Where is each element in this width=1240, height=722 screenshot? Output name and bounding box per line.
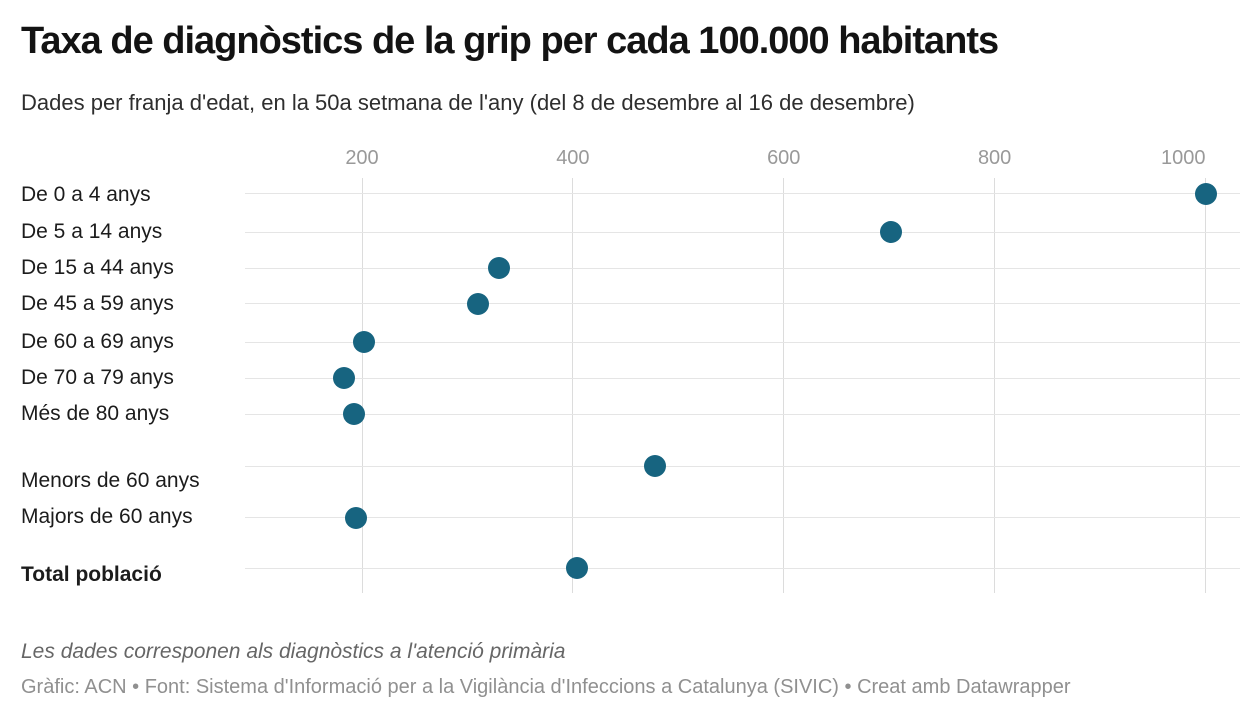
- chart-title: Taxa de diagnòstics de la grip per cada …: [21, 20, 999, 62]
- data-point-dot[interactable]: [353, 331, 376, 353]
- chart-note: Les dades corresponen als diagnòstics a …: [21, 640, 566, 663]
- data-point-dot[interactable]: [466, 292, 489, 315]
- row-gridline: [245, 267, 1240, 269]
- category-label: Majors de 60 anys: [21, 505, 193, 529]
- x-axis-tick-label: 800: [977, 147, 1012, 169]
- category-label: De 5 a 14 anys: [21, 220, 163, 243]
- row-gridline: [245, 517, 1240, 518]
- x-axis-tick-label: 600: [767, 147, 801, 169]
- data-point-dot[interactable]: [880, 221, 903, 243]
- category-label: De 45 a 59 anys: [21, 292, 174, 315]
- data-point-dot[interactable]: [333, 367, 356, 389]
- row-gridline: [245, 465, 1240, 467]
- x-axis-tick-label: 400: [556, 147, 590, 169]
- x-gridline: [783, 178, 785, 593]
- data-point-dot[interactable]: [488, 257, 511, 279]
- row-gridline: [245, 567, 1240, 569]
- chart-subtitle: Dades per franja d'edat, en la 50a setma…: [21, 90, 915, 115]
- x-gridline: [1205, 178, 1206, 593]
- x-gridline: [994, 178, 996, 593]
- x-axis-tick-label: 1000: [1161, 147, 1206, 169]
- row-gridline: [245, 303, 1240, 304]
- x-gridline: [572, 178, 574, 593]
- row-gridline: [245, 413, 1240, 415]
- category-label: De 70 a 79 anys: [21, 365, 174, 389]
- data-point-dot[interactable]: [342, 403, 365, 425]
- x-gridline: [361, 178, 363, 593]
- category-label: De 15 a 44 anys: [21, 256, 174, 279]
- data-point-dot[interactable]: [344, 506, 367, 529]
- category-label: Total població: [21, 562, 162, 586]
- category-label: De 60 a 69 anys: [21, 330, 174, 353]
- row-gridline: [245, 231, 1240, 233]
- data-point-dot[interactable]: [644, 455, 667, 477]
- row-gridline: [245, 377, 1240, 379]
- category-label: Més de 80 anys: [21, 402, 170, 425]
- x-axis-tick-label: 200: [345, 147, 379, 169]
- data-point-dot[interactable]: [566, 557, 589, 579]
- row-gridline: [245, 341, 1240, 343]
- category-label: Menors de 60 anys: [21, 468, 200, 492]
- row-gridline: [245, 193, 1240, 194]
- category-label: De 0 a 4 anys: [21, 183, 151, 206]
- data-point-dot[interactable]: [1194, 182, 1217, 205]
- chart-credit: Gràfic: ACN • Font: Sistema d'Informació…: [21, 676, 1071, 698]
